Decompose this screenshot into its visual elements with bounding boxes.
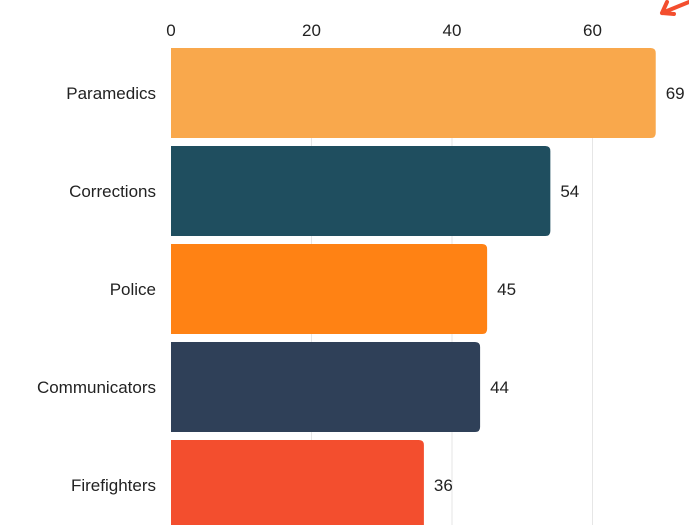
bar-corrections [171,146,551,236]
bar-communicators [171,342,481,432]
x-tick-label: 20 [302,21,321,40]
x-axis-ticks: 0 20 40 60 [166,21,602,40]
value-label: 54 [560,182,579,201]
category-label: Firefighters [71,476,156,495]
category-labels: Paramedics Corrections Police Communicators… [37,84,156,495]
x-tick-label: 0 [166,21,175,40]
value-label: 69 [666,84,685,103]
category-label: Communicators [37,378,156,397]
x-tick-label: 40 [443,21,462,40]
decorative-arrow-icon [660,0,689,16]
bar-paramedics [171,48,656,138]
value-label: 36 [434,476,453,495]
category-label: Paramedics [66,84,156,103]
value-label: 44 [490,378,509,397]
bar-police [171,244,488,334]
category-label: Corrections [69,182,156,201]
bar-firefighters [171,440,424,525]
value-labels: 69 54 45 44 36 [434,84,685,495]
bars [171,48,656,525]
category-label: Police [110,280,156,299]
x-tick-label: 60 [583,21,602,40]
value-label: 45 [497,280,516,299]
